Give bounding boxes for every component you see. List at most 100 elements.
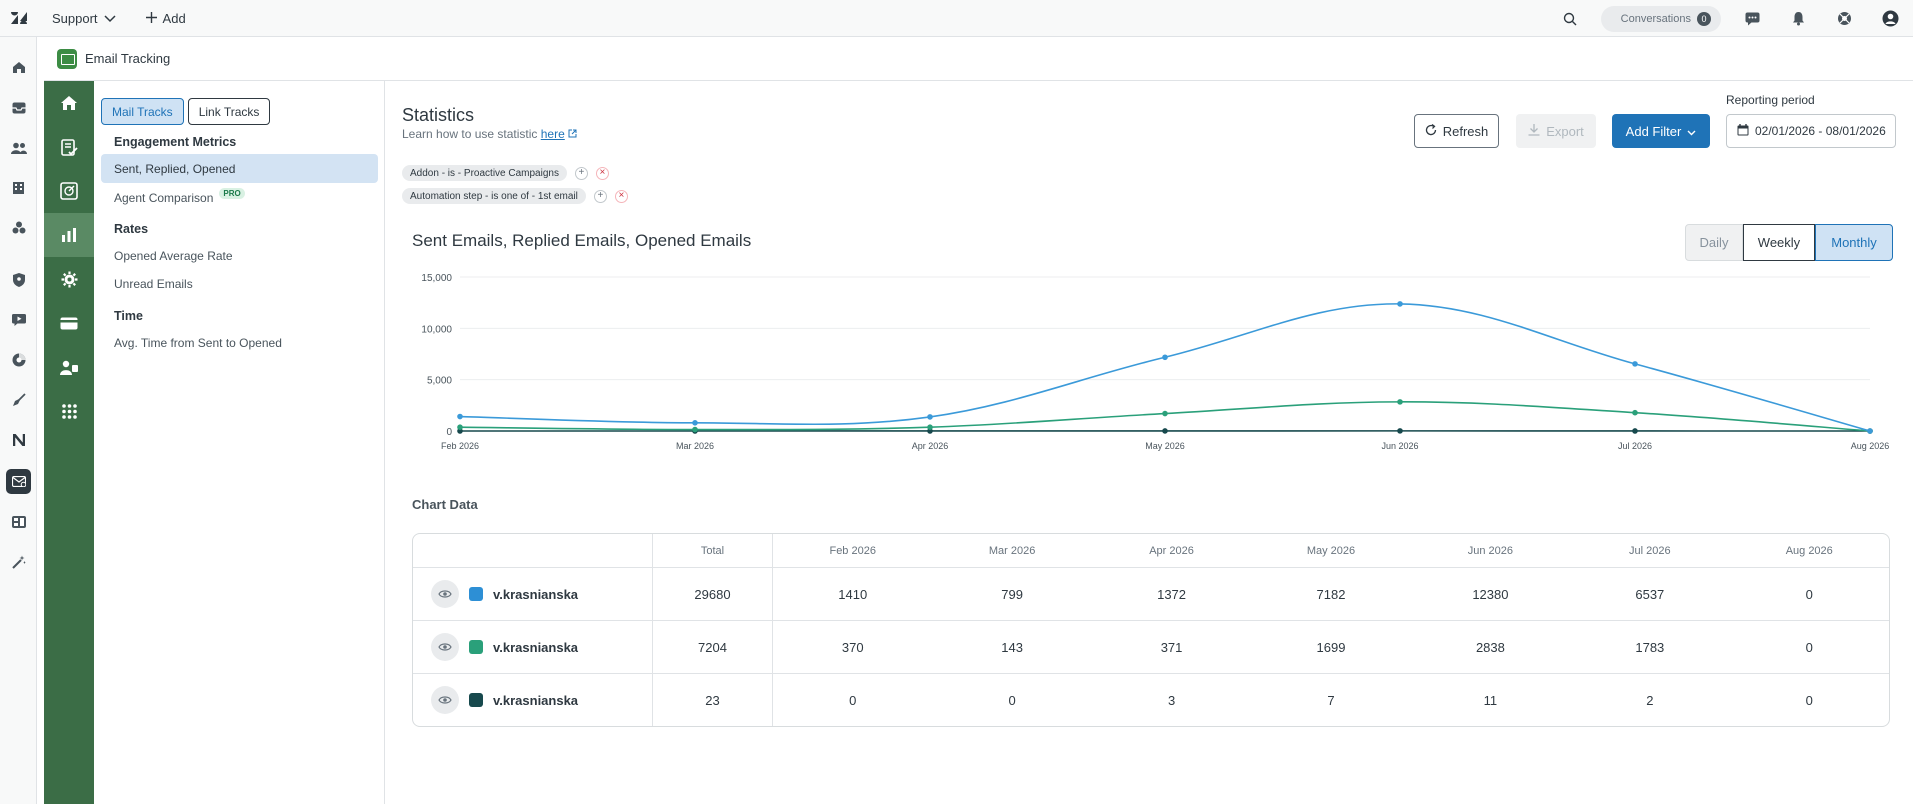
shield-icon[interactable] <box>6 267 31 292</box>
series-cell: v.krasnianska <box>413 568 653 620</box>
search-icon[interactable] <box>1558 7 1582 31</box>
series-cell: v.krasnianska <box>413 621 653 673</box>
data-point <box>1162 410 1168 417</box>
toggle-visibility-eye-icon[interactable] <box>431 580 459 608</box>
table-cell: 29680 <box>653 568 773 620</box>
workspace-switcher[interactable]: Support <box>52 11 116 26</box>
x-tick-label: Jun 2026 <box>1381 441 1418 451</box>
chart-data-title: Chart Data <box>412 497 478 512</box>
section-heading-engagement: Engagement Metrics <box>114 135 237 149</box>
objects-icon[interactable] <box>6 215 31 240</box>
table-cell: 3 <box>1167 692 1176 708</box>
nav-campaign-icon[interactable] <box>44 169 94 213</box>
add-filter-button[interactable]: Add Filter <box>1612 114 1710 148</box>
export-button[interactable]: Export <box>1516 114 1596 148</box>
sweep-icon[interactable] <box>6 387 31 412</box>
granularity-daily-button[interactable]: Daily <box>1685 224 1743 261</box>
sidebar-item-label: Opened Average Rate <box>114 248 233 263</box>
tab-link-tracks[interactable]: Link Tracks <box>187 98 271 125</box>
data-point <box>692 419 698 426</box>
learn-here-link[interactable]: here <box>540 127 565 141</box>
zendesk-logo-icon[interactable] <box>0 0 37 37</box>
y-tick-label: 0 <box>446 427 452 438</box>
avatar-icon[interactable] <box>1878 7 1902 31</box>
magic-wand-icon[interactable] <box>6 549 31 574</box>
conversations-button[interactable]: Conversations 0 <box>1600 5 1721 32</box>
nav-statistics-icon[interactable] <box>44 213 94 257</box>
y-tick-label: 10,000 <box>421 324 452 335</box>
sidebar-item-avg-time[interactable]: Avg. Time from Sent to Opened <box>101 328 378 357</box>
table-cell: 23 <box>653 674 773 726</box>
data-point <box>1632 409 1638 416</box>
data-point <box>1162 428 1168 434</box>
customers-icon[interactable] <box>6 135 31 160</box>
add-filter-condition-icon[interactable]: + <box>593 189 607 203</box>
nav-tracks-icon[interactable] <box>44 125 94 169</box>
video-icon[interactable] <box>6 307 31 332</box>
nav-billing-icon[interactable] <box>44 301 94 345</box>
remove-filter-icon[interactable]: × <box>614 189 628 203</box>
tab-mail-tracks[interactable]: Mail Tracks <box>101 98 184 125</box>
dashboard-app-icon[interactable] <box>6 509 31 534</box>
granularity-weekly-button[interactable]: Weekly <box>1743 224 1815 261</box>
help-icon[interactable] <box>1832 7 1856 31</box>
data-point <box>927 424 933 430</box>
table-cell: 1372 <box>1157 586 1187 602</box>
email-tracking-app-icon[interactable] <box>6 469 31 494</box>
nav-home-icon[interactable] <box>44 81 94 125</box>
organizations-icon[interactable] <box>6 175 31 200</box>
learn-label: Learn how to use statistic <box>402 127 538 141</box>
table-cell: 0 <box>849 692 857 708</box>
sidebar-item-agent-comparison[interactable]: Agent Comparison PRO <box>101 183 378 212</box>
toggle-visibility-eye-icon[interactable] <box>431 633 459 661</box>
x-tick-label: Feb 2026 <box>441 441 479 451</box>
table-cell: 1410 <box>838 586 868 602</box>
series-name: v.krasnianska <box>493 692 579 708</box>
reporting-period-field[interactable]: 02/01/2026 - 08/01/2026 <box>1726 114 1896 148</box>
filter-chip-automation-step: Automation step - is one of - 1st email <box>402 188 586 204</box>
data-point <box>457 413 463 420</box>
sidebar-item-sent-replied-opened[interactable]: Sent, Replied, Opened <box>101 154 378 183</box>
series-color-swatch <box>469 640 483 654</box>
table-row: v.krasnianska 23 0 0 3 7 11 2 0 <box>413 674 1889 726</box>
add-filter-label: Add Filter <box>1625 123 1682 139</box>
series-cell: v.krasnianska <box>413 674 653 726</box>
nav-settings-icon[interactable] <box>44 257 94 301</box>
refresh-button[interactable]: Refresh <box>1414 114 1499 148</box>
inbox-icon[interactable] <box>6 95 31 120</box>
series-color-swatch <box>469 587 483 601</box>
column-header <box>413 534 653 567</box>
sidebar-item-unread-emails[interactable]: Unread Emails <box>101 269 378 298</box>
granularity-monthly-button[interactable]: Monthly <box>1815 224 1893 261</box>
table-cell: 7204 <box>653 621 773 673</box>
workspace-label: Support <box>52 10 98 26</box>
table-cell: 1699 <box>1316 639 1346 655</box>
export-label: Export <box>1546 123 1584 139</box>
series-line <box>459 401 1871 432</box>
refresh-icon <box>1425 123 1437 139</box>
chat-icon[interactable] <box>1740 7 1764 31</box>
sidebar-item-opened-average-rate[interactable]: Opened Average Rate <box>101 241 378 270</box>
table-cell: 0 <box>1008 692 1016 708</box>
series-color-swatch <box>469 693 483 707</box>
remove-filter-icon[interactable]: × <box>595 166 609 180</box>
home-icon[interactable] <box>6 55 31 80</box>
bell-icon[interactable] <box>1786 7 1810 31</box>
sidebar-item-label: Agent Comparison <box>114 190 214 205</box>
sidebar-item-label: Unread Emails <box>114 276 193 291</box>
x-tick-label: Mar 2026 <box>676 441 714 451</box>
series-name: v.krasnianska <box>493 639 579 655</box>
chevron-down-icon <box>1687 124 1696 139</box>
nav-agents-icon[interactable] <box>44 345 94 389</box>
toggle-visibility-eye-icon[interactable] <box>431 686 459 714</box>
x-tick-label: May 2026 <box>1145 441 1185 451</box>
nav-apps-grid-icon[interactable] <box>44 389 94 433</box>
add-filter-condition-icon[interactable]: + <box>574 166 588 180</box>
explore-icon[interactable] <box>6 347 31 372</box>
add-button[interactable]: Add <box>145 11 186 26</box>
column-header: Jun 2026 <box>1467 544 1514 557</box>
n-app-icon[interactable] <box>6 427 31 452</box>
email-tracking-logo-icon <box>57 48 77 69</box>
pro-badge: PRO <box>219 188 245 199</box>
calendar-icon <box>1737 123 1749 139</box>
